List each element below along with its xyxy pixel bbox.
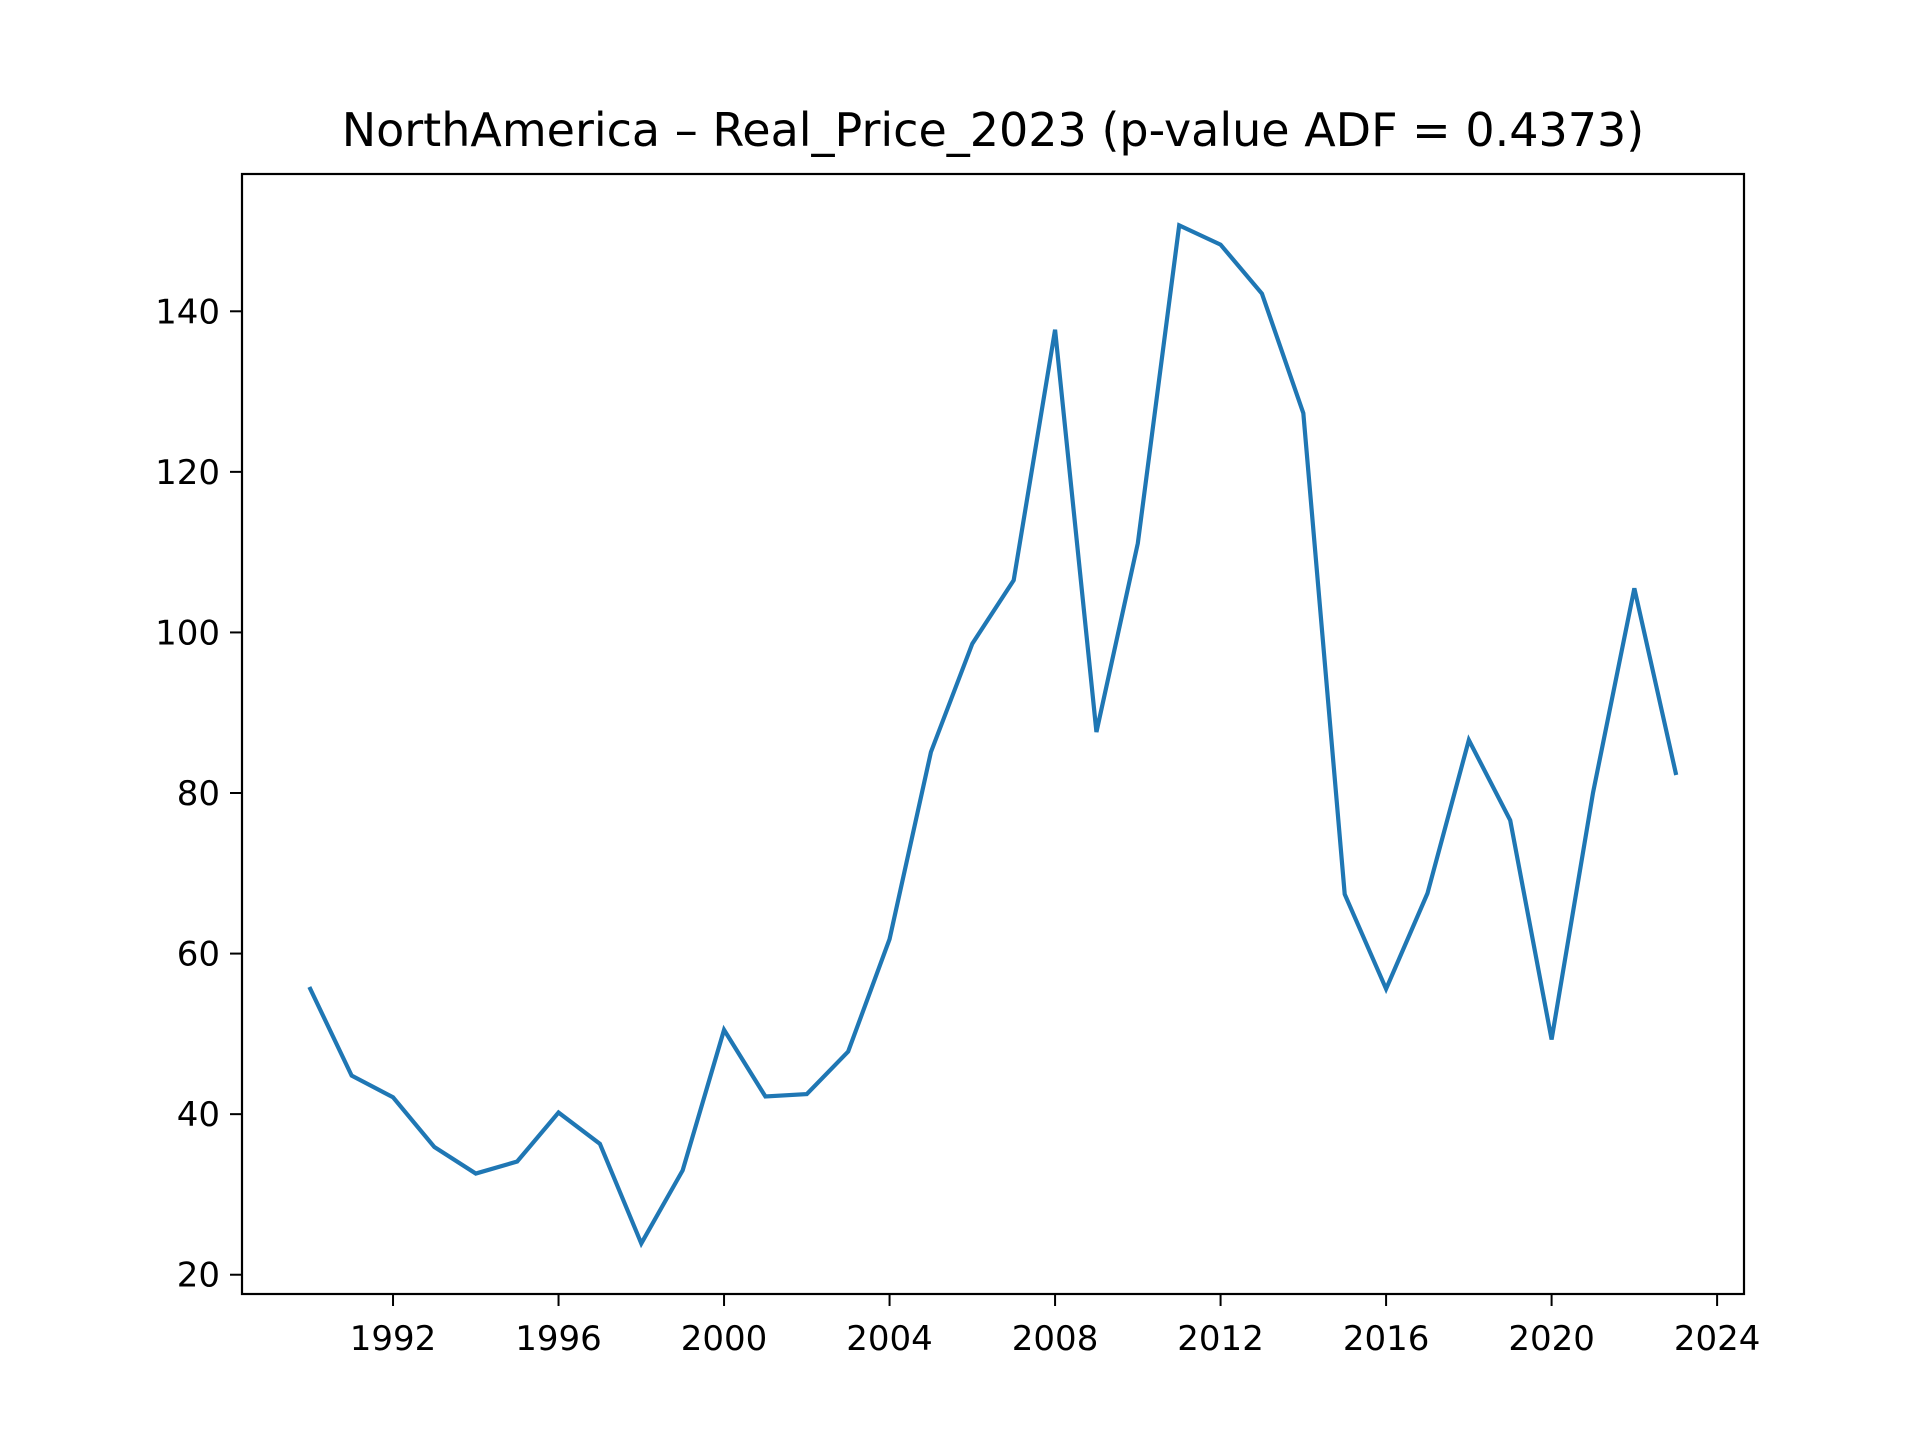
x-tick-label: 2012 [1177,1319,1264,1359]
y-tick-label: 100 [155,613,220,653]
x-tick-label: 2024 [1674,1319,1761,1359]
y-tick-label: 80 [177,774,220,814]
y-tick-label: 20 [177,1256,220,1296]
x-tick-label: 1996 [515,1319,602,1359]
y-tick-label: 120 [155,453,220,493]
x-tick-label: 2000 [681,1319,768,1359]
x-tick-label: 2020 [1508,1319,1595,1359]
x-tick-label: 2004 [846,1319,933,1359]
y-axis: 20 40 60 80 100 120 140 [155,292,242,1295]
series-line-0 [310,225,1675,1243]
y-tick-label: 60 [177,935,220,975]
plot-area [310,225,1675,1243]
x-tick-label: 2008 [1012,1319,1099,1359]
axes-frame [242,174,1744,1294]
y-tick-label: 40 [177,1095,220,1135]
x-axis: 1992 1996 2000 2004 2008 2012 2016 2020 2024 [350,1294,1761,1359]
x-tick-label: 1992 [350,1319,437,1359]
y-tick-label: 140 [155,292,220,332]
x-tick-label: 2016 [1343,1319,1430,1359]
chart-title: NorthAmerica – Real_Price_2023 (p-value … [342,103,1645,157]
